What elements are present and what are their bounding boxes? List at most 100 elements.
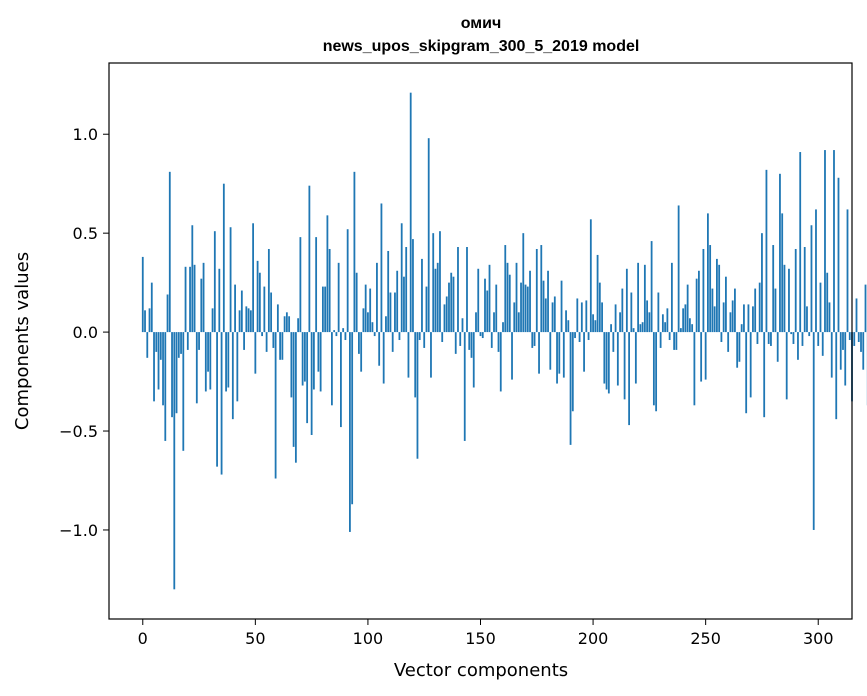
bar-166 <box>515 262 518 333</box>
bar-252 <box>709 245 712 333</box>
bar-156 <box>493 312 495 333</box>
bar-297 <box>810 225 813 333</box>
bar-173 <box>531 332 534 348</box>
bar-31 <box>211 308 214 333</box>
bar-36 <box>222 183 225 333</box>
bar-143 <box>463 332 466 441</box>
bar-228 <box>655 332 658 412</box>
bar-256 <box>718 264 721 333</box>
bar-167 <box>517 312 520 333</box>
x-tick-label: 100 <box>353 629 384 648</box>
bar-160 <box>502 322 504 333</box>
bar-194 <box>578 332 581 342</box>
bar-11 <box>166 294 169 333</box>
bar-216 <box>628 332 630 426</box>
bar-229 <box>657 292 660 333</box>
bar-57 <box>270 292 273 333</box>
bar-20 <box>186 332 189 350</box>
bar-3 <box>148 308 151 333</box>
bar-273 <box>756 332 759 344</box>
plot-frame <box>108 62 853 620</box>
bar-231 <box>661 314 664 333</box>
bar-18 <box>182 332 185 451</box>
bar-261 <box>729 312 732 333</box>
bar-153 <box>486 290 489 333</box>
bar-277 <box>765 169 768 333</box>
bar-76 <box>312 332 315 390</box>
bar-80 <box>321 286 324 333</box>
bar-8 <box>159 332 162 360</box>
bar-217 <box>630 292 633 333</box>
bar-177 <box>540 245 543 333</box>
bar-292 <box>799 152 802 333</box>
bar-233 <box>666 308 669 333</box>
bar-112 <box>394 292 396 333</box>
bar-2 <box>146 332 149 358</box>
bars-group <box>141 92 867 590</box>
bar-108 <box>385 316 387 333</box>
bar-262 <box>731 300 734 333</box>
bar-259 <box>725 276 727 333</box>
bar-294 <box>803 247 806 333</box>
bar-187 <box>562 332 565 378</box>
bar-72 <box>303 332 306 382</box>
bar-221 <box>639 324 642 333</box>
bar-14 <box>173 332 176 590</box>
bar-205 <box>603 332 606 384</box>
bar-281 <box>774 288 777 333</box>
bar-170 <box>524 284 527 333</box>
bar-12 <box>168 171 171 333</box>
bar-117 <box>405 247 408 333</box>
bar-86 <box>335 332 338 337</box>
bar-270 <box>749 332 752 398</box>
bar-49 <box>252 223 254 333</box>
bar-313 <box>846 209 849 333</box>
bar-206 <box>605 332 608 390</box>
bar-71 <box>301 332 304 386</box>
bar-48 <box>249 310 252 333</box>
bar-123 <box>418 332 421 341</box>
bar-211 <box>616 332 619 386</box>
bar-198 <box>587 332 590 341</box>
bar-5 <box>153 332 155 402</box>
bar-195 <box>580 302 583 333</box>
bar-38 <box>227 332 230 388</box>
bar-172 <box>529 270 531 333</box>
y-axis-label: Components values <box>12 252 33 430</box>
chart-subtitle: news_upos_skipgram_300_5_2019 model <box>323 38 640 55</box>
bar-101 <box>369 288 372 333</box>
bar-163 <box>508 274 511 333</box>
y-tick-label: 0.5 <box>73 224 98 243</box>
bar-85 <box>333 330 336 333</box>
bar-232 <box>664 322 667 333</box>
bar-155 <box>490 332 493 348</box>
bar-44 <box>240 290 243 333</box>
bar-94 <box>353 171 356 333</box>
bar-244 <box>691 324 694 333</box>
bar-106 <box>380 203 383 333</box>
bar-137 <box>450 272 453 333</box>
bar-285 <box>783 264 786 333</box>
bar-142 <box>461 318 464 333</box>
bar-130 <box>434 268 437 333</box>
bar-102 <box>371 322 374 333</box>
bar-238 <box>677 205 680 333</box>
bar-90 <box>344 332 347 341</box>
bar-122 <box>416 332 419 459</box>
bar-136 <box>448 282 450 333</box>
bar-46 <box>245 306 248 333</box>
bar-193 <box>576 298 579 333</box>
y-tick-label: 1.0 <box>73 125 98 144</box>
bar-255 <box>716 258 718 333</box>
bar-239 <box>679 328 682 333</box>
bar-129 <box>432 233 435 333</box>
bar-175 <box>535 248 538 333</box>
bar-176 <box>538 332 540 374</box>
bar-179 <box>544 298 547 333</box>
x-tick-label: 150 <box>465 629 496 648</box>
bar-165 <box>513 302 516 333</box>
bar-226 <box>650 241 653 333</box>
bar-196 <box>583 332 585 372</box>
bar-152 <box>484 278 486 333</box>
bar-39 <box>229 227 232 333</box>
